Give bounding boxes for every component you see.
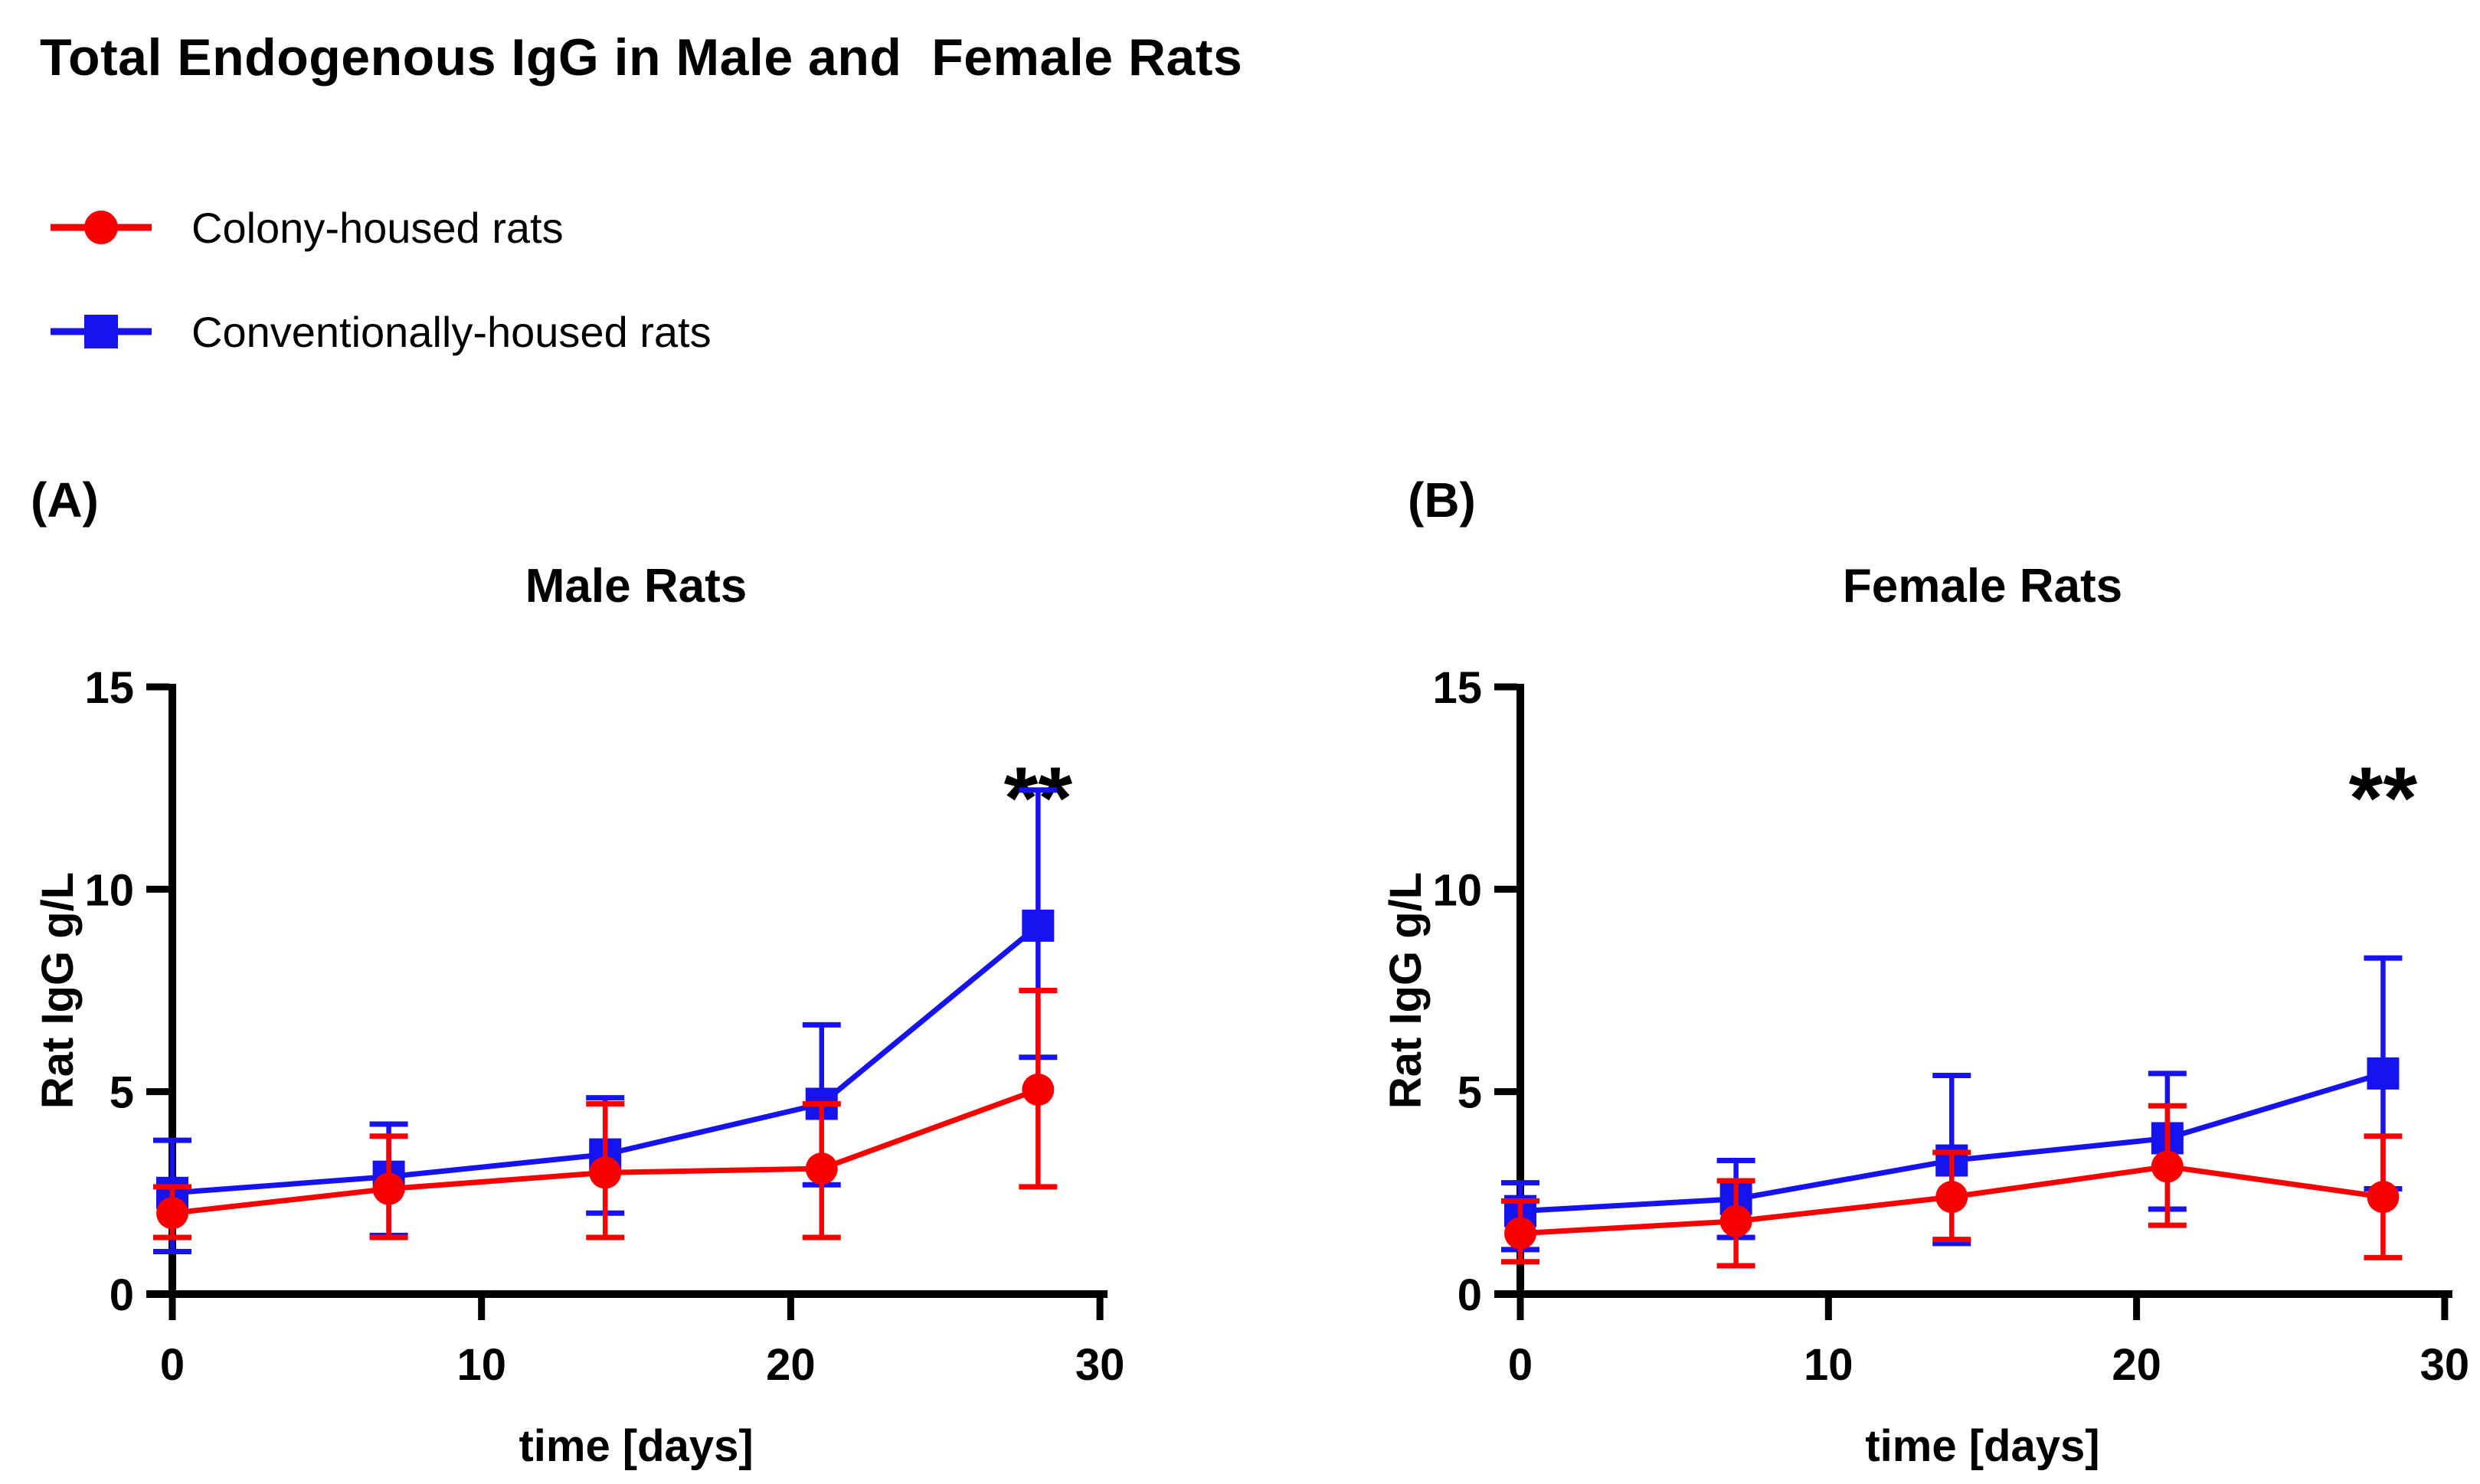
- legend-label-conventional: Conventionally-housed rats: [191, 307, 712, 356]
- y-tick-label: 0: [110, 1270, 134, 1320]
- x-tick-label: 10: [1804, 1340, 1853, 1390]
- y-tick-label: 10: [84, 865, 134, 915]
- legend-label-colony: Colony-housed rats: [191, 203, 564, 252]
- legend-item-colony: Colony-housed rats: [51, 202, 712, 253]
- conventional-square-marker-icon: [51, 315, 152, 348]
- y-tick-label: 15: [84, 663, 134, 713]
- x-tick-label: 20: [2112, 1340, 2161, 1390]
- significance-stars: **: [2349, 750, 2418, 848]
- panel-b-chart: 0 5 10 15 0 10 20 30 Rat IgG g/L time [days] **: [1381, 663, 2470, 1471]
- data-point-circle: [372, 1172, 405, 1205]
- y-tick-label: 5: [110, 1068, 134, 1118]
- panel-b-letter: (B): [1408, 472, 1476, 528]
- x-axis-label: time [days]: [1865, 1421, 2099, 1471]
- x-tick-label: 10: [456, 1340, 506, 1390]
- panel-a-title: Male Rats: [525, 560, 748, 613]
- data-point-circle: [1935, 1181, 1968, 1214]
- x-axis-label: time [days]: [519, 1421, 753, 1471]
- data-point-square: [2367, 1057, 2400, 1090]
- data-point-circle: [589, 1156, 622, 1189]
- data-point-circle: [1504, 1217, 1536, 1250]
- x-tick-label: 0: [1508, 1340, 1533, 1390]
- legend-item-conventional: Conventionally-housed rats: [51, 306, 712, 357]
- panel-a-letter: (A): [31, 472, 99, 528]
- data-point-circle: [1719, 1205, 1752, 1237]
- data-point-circle: [156, 1197, 188, 1230]
- legend: Colony-housed rats Conventionally-housed…: [51, 202, 712, 410]
- y-tick-label: 10: [1432, 865, 1482, 915]
- data-point-circle: [2367, 1181, 2400, 1214]
- panel-b-title: Female Rats: [1842, 560, 2123, 613]
- y-tick-label: 5: [1458, 1068, 1482, 1118]
- x-tick-label: 20: [766, 1340, 816, 1390]
- y-tick-label: 0: [1458, 1270, 1482, 1320]
- colony-circle-marker-icon: [51, 211, 152, 244]
- x-tick-label: 0: [160, 1340, 185, 1390]
- data-point-circle: [805, 1152, 838, 1185]
- y-axis-label: Rat IgG g/L: [33, 872, 83, 1109]
- data-point-circle: [1022, 1074, 1055, 1106]
- y-tick-label: 15: [1432, 663, 1482, 713]
- y-axis-label: Rat IgG g/L: [1381, 872, 1431, 1109]
- page-title: Total Endogenous IgG in Male and Female …: [40, 28, 1243, 87]
- x-tick-label: 30: [2420, 1340, 2470, 1390]
- data-point-square: [1022, 909, 1055, 942]
- x-tick-label: 30: [1075, 1340, 1125, 1390]
- data-point-circle: [2151, 1150, 2184, 1183]
